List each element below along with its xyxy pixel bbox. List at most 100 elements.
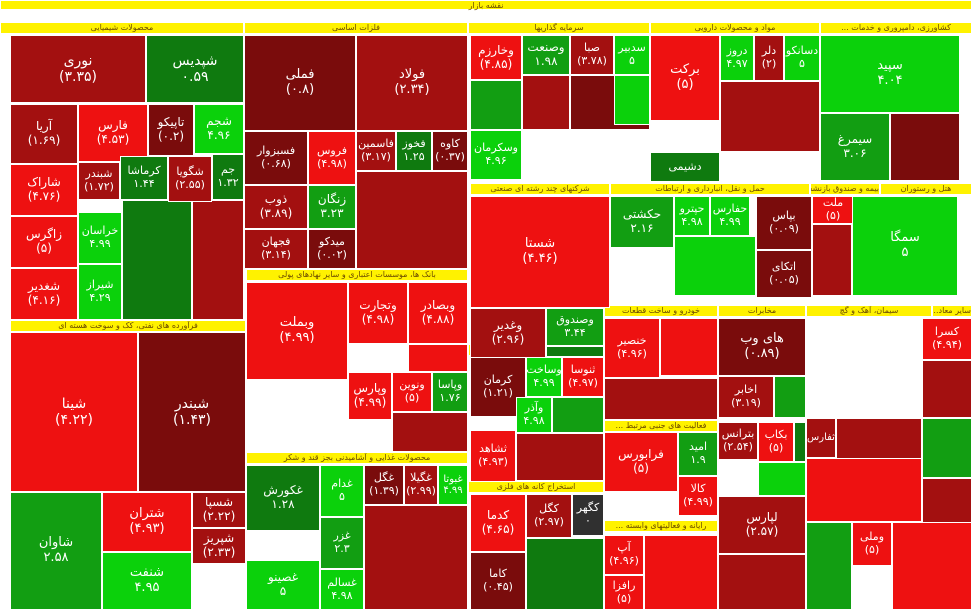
sector-header-9[interactable]: بیمه و صندوق بازنشست... [810,183,880,195]
stock-tile[interactable]: فسبزوار (۰.۶۸) [244,131,308,185]
stock-tile[interactable]: دلر (۲) [754,35,784,81]
sector-header-17[interactable]: فعالیت های جنبی مرتبط ... [604,420,718,432]
stock-tile[interactable]: غگل (۱.۳۹) [364,465,404,505]
stock-tile[interactable]: کاوه (۰.۳۷) [432,131,468,171]
stock-tile[interactable]: شنفت ۴.۹۵ [102,552,192,610]
stock-tile[interactable]: غگیلا (۲.۹۹) [404,465,438,505]
stock-tile[interactable]: سیمرغ ۳.۰۶ [820,113,890,181]
stock-tile[interactable]: حکشتی ۲.۱۶ [610,196,674,248]
stock-tile[interactable]: شپدیس ۰.۵۹ [146,35,244,103]
stock-tile[interactable]: زاگرس (۵) [10,216,78,268]
stock-tile[interactable]: امید ۱.۹ [678,432,718,476]
stock-tile[interactable]: وبملت (۴.۹۹) [246,282,348,380]
stock-tile[interactable]: کگهر ۰ [572,494,604,536]
sector-header-0[interactable]: محصولات شیمیایی [0,22,244,34]
stock-tile[interactable]: فارس (۴.۵۳) [78,104,148,162]
stock-tile[interactable]: لپارس (۲.۵۷) [718,496,806,554]
stock-tile[interactable]: شبندر (۱.۴۳) [138,332,246,492]
stock-tile[interactable]: آریا (۱.۶۹) [10,104,78,164]
stock-tile[interactable]: ثنوسا (۴.۹۷) [562,357,604,397]
stock-tile[interactable]: وپارس (۴.۹۹) [348,372,392,420]
stock-tile[interactable]: بترانس (۲.۵۴) [718,422,758,460]
stock-tile[interactable]: جم ۱.۳۲ [212,154,244,200]
stock-tile[interactable]: حپترو ۴.۹۸ [674,196,710,236]
stock-tile[interactable]: ذوب (۳.۸۹) [244,185,308,229]
sector-header-18[interactable]: استخراج کانه های فلزی [468,481,604,493]
stock-tile[interactable]: غصینو ۵ [246,560,320,610]
stock-tile[interactable]: خنصیر (۴.۹۶) [604,318,660,378]
stock-tile[interactable]: کدما (۴.۶۵) [470,494,526,552]
sector-header-6[interactable]: بانک ها، موسسات اعتباری و سایر نهادهای پ… [246,269,468,281]
stock-tile[interactable]: شبندر (۱.۷۲) [78,162,120,200]
stock-tile[interactable]: غسالم ۴.۹۸ [320,569,364,610]
stock-tile[interactable]: حفارس ۴.۹۹ [710,196,750,236]
sector-header-11[interactable]: محصولات غذایی و آشامیدنی بجز قند و شکر [246,452,468,464]
stock-tile[interactable]: رافزا (۵) [604,575,644,610]
stock-tile[interactable]: وخارزم (۴.۸۵) [470,35,522,80]
stock-tile[interactable]: کسرا (۴.۹۴) [922,318,972,360]
stock-tile[interactable]: فولاد (۲.۳۴) [356,35,468,131]
stock-tile[interactable]: شینا (۴.۲۲) [10,332,138,492]
stock-tile[interactable]: اتکای (۰.۰۵) [756,250,812,298]
stock-tile[interactable]: شاوان ۲.۵۸ [10,492,102,610]
stock-tile[interactable]: سدبیر ۵ [614,35,650,75]
stock-tile[interactable]: بپاس (۰.۰۹) [756,196,812,250]
stock-tile[interactable]: غکورش ۱.۲۸ [246,465,320,531]
stock-tile[interactable]: بکاب (۵) [758,422,794,462]
stock-tile[interactable]: فخوز ۱.۲۵ [396,131,432,171]
stock-tile[interactable]: وبصادر (۴.۸۸) [408,282,468,344]
stock-tile[interactable]: شیراز ۴.۲۹ [78,264,122,320]
stock-tile[interactable]: غبوتا ۴.۹۹ [438,465,468,505]
stock-tile[interactable]: کرماشا ۱.۴۴ [120,156,168,200]
stock-tile[interactable]: کالا (۴.۹۹) [678,476,718,516]
sector-header-2[interactable]: سرمایه گذاریها [468,22,650,34]
sector-header-16[interactable]: سایر معاد... [932,305,972,317]
stock-tile[interactable]: اخابر (۳.۱۹) [718,376,774,418]
stock-tile[interactable]: شپریز (۲.۳۳) [192,528,246,564]
stock-tile[interactable]: فاسمین (۳.۱۷) [356,131,396,171]
stock-tile[interactable]: وتجارت (۴.۹۸) [348,282,408,344]
stock-tile[interactable]: غدام ۵ [320,465,364,517]
stock-tile[interactable]: سمگا ۵ [852,196,958,296]
stock-tile[interactable]: وملی (۵) [852,522,892,566]
stock-tile[interactable]: شاراک (۴.۷۶) [10,164,78,216]
sector-header-4[interactable]: کشاورزی، دامپروری و خدمات ... [820,22,972,34]
stock-tile[interactable]: صبا (۳.۷۸) [570,35,614,75]
stock-tile[interactable]: وصندوق ۳.۴۴ [546,308,604,346]
stock-tile[interactable]: ونوین (۵) [392,372,432,412]
stock-tile[interactable]: شگویا (۲.۵۵) [168,156,212,202]
stock-tile[interactable]: کرمان (۱.۲۱) [470,357,526,417]
stock-tile[interactable]: کگل (۲.۹۷) [526,494,572,538]
stock-tile[interactable]: وپاسا ۱.۷۶ [432,372,468,412]
stock-tile[interactable]: شتران (۴.۹۳) [102,492,192,552]
stock-tile[interactable]: فملی (۰.۸) [244,35,356,131]
stock-tile[interactable]: وغدیر (۲.۹۶) [470,308,546,358]
sector-header-13[interactable]: خودرو و ساخت قطعات [604,305,718,317]
stock-tile[interactable]: دسانکو ۵ [784,35,820,81]
sector-header-5[interactable]: فرآورده های نفتی، کک و سوخت هسته ای [10,320,246,332]
stock-tile[interactable]: زنگان ۳.۲۳ [308,185,356,229]
sector-header-15[interactable]: سیمان، آهک و گچ [806,305,932,317]
sector-header-14[interactable]: مخابرات [718,305,806,317]
stock-tile[interactable]: ثفارس [806,418,836,458]
sector-header-3[interactable]: مواد و محصولات دارویی [650,22,820,34]
stock-tile[interactable]: سپید ۴.۰۴ [820,35,960,113]
stock-tile[interactable]: خراسان ۴.۹۹ [78,212,122,264]
sector-header-10[interactable]: هتل و رستوران [880,183,972,195]
stock-tile[interactable]: شستا (۴.۴۶) [470,196,610,308]
stock-tile[interactable]: شغدیر (۴.۱۶) [10,268,78,320]
stock-tile[interactable]: فرابورس (۵) [604,432,678,492]
stock-tile[interactable]: وآذر ۴.۹۸ [516,397,552,433]
stock-tile[interactable]: فجهان (۳.۱۴) [244,229,308,269]
sector-header-1[interactable]: فلزات اساسی [244,22,468,34]
stock-tile[interactable]: های وب (۰.۸۹) [718,318,806,376]
stock-tile[interactable]: نوری (۳.۳۵) [10,35,146,103]
stock-tile[interactable]: شسپا (۲.۲۲) [192,492,246,528]
stock-tile[interactable]: وساخت ۴.۹۹ [526,357,562,397]
stock-tile[interactable]: دروز ۴.۹۷ [720,35,754,81]
stock-tile[interactable]: دشیمی [650,152,720,182]
sector-header-8[interactable]: حمل و نقل، انبارداری و ارتباطات [610,183,810,195]
stock-tile[interactable]: وصنعت ۱.۹۸ [522,35,570,75]
sector-header-7[interactable]: شرکتهای چند رشته ای صنعتی [470,183,610,195]
stock-tile[interactable]: میدکو (۰.۰۲) [308,229,356,269]
